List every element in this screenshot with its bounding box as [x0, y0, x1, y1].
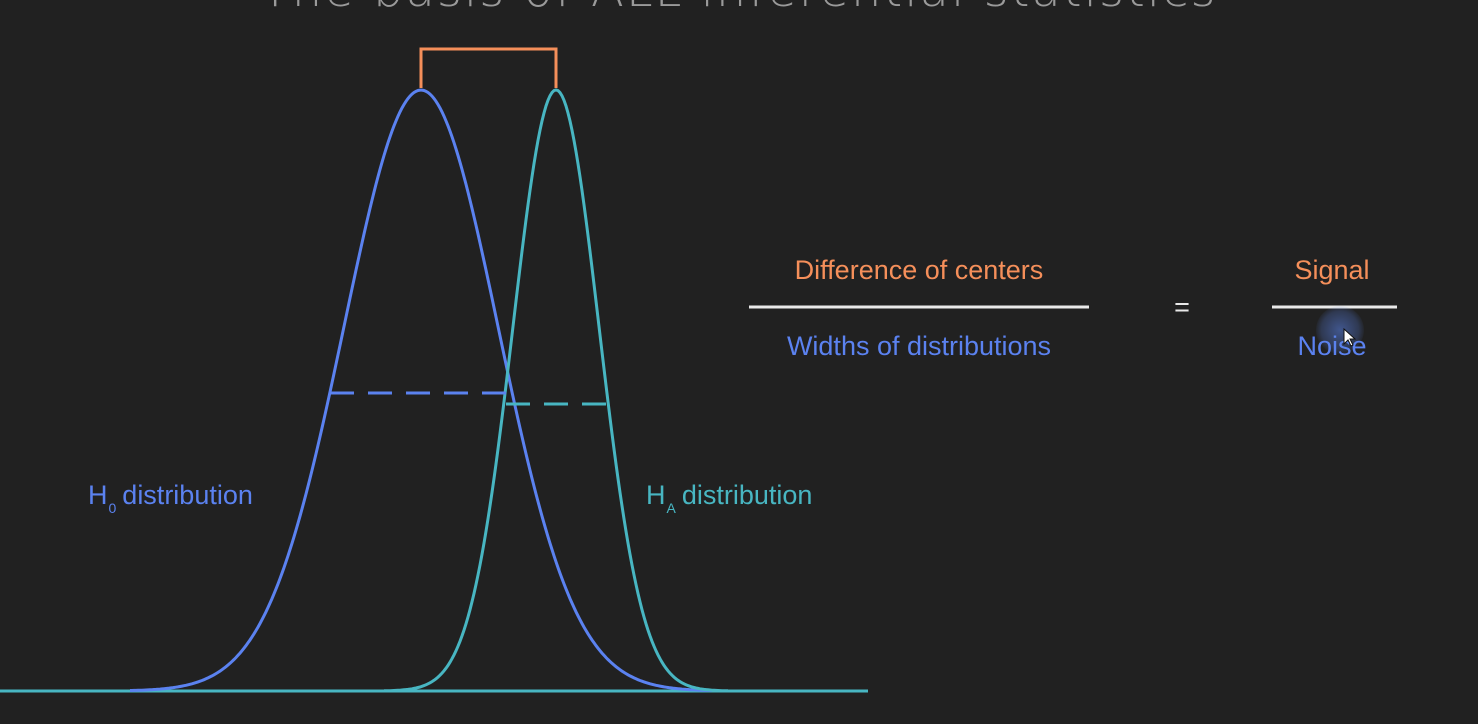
ha-label-text: distribution — [681, 480, 813, 510]
ha-symbol: H — [646, 480, 666, 510]
mouse-pointer-icon — [1343, 328, 1357, 347]
slide-title: The basis of ALL inferential statistics — [0, 0, 1478, 18]
left-denominator: Widths of distributions — [786, 331, 1052, 361]
ha-subscript: A — [666, 500, 676, 516]
cursor-highlight — [1316, 306, 1364, 354]
h0-subscript: 0 — [108, 500, 117, 516]
h0-symbol: H — [88, 480, 108, 510]
ha-distribution-curve — [384, 88, 728, 693]
ha-label: HA distribution — [646, 480, 813, 516]
left-numerator: Difference of centers — [794, 255, 1044, 285]
center-difference-bracket — [419, 47, 558, 88]
h0-distribution-curve — [130, 88, 712, 692]
h0-label: H0 distribution — [88, 480, 253, 516]
right-numerator: Signal — [1294, 255, 1370, 285]
h0-label-text: distribution — [122, 480, 253, 510]
equals-sign: = — [1174, 292, 1190, 322]
